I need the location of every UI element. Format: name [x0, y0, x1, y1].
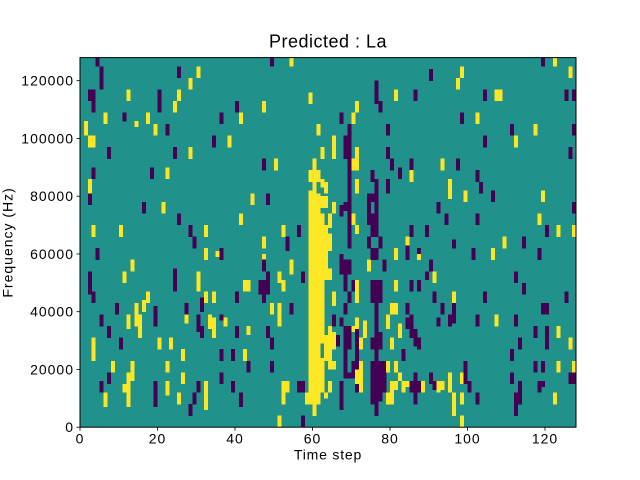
svg-text:0: 0: [65, 419, 74, 435]
svg-text:100000: 100000: [21, 130, 74, 146]
svg-text:20: 20: [149, 431, 167, 447]
svg-text:40000: 40000: [30, 304, 74, 320]
svg-text:100: 100: [454, 431, 480, 447]
svg-text:120: 120: [532, 431, 558, 447]
svg-text:0: 0: [76, 431, 85, 447]
svg-text:Time step: Time step: [294, 447, 362, 463]
svg-text:120000: 120000: [21, 73, 74, 89]
svg-text:60000: 60000: [30, 246, 74, 262]
svg-text:Predicted : La: Predicted : La: [269, 32, 388, 52]
svg-text:80000: 80000: [30, 188, 74, 204]
svg-text:Frequency (Hz): Frequency (Hz): [0, 187, 16, 297]
svg-text:20000: 20000: [30, 361, 74, 377]
svg-text:60: 60: [304, 431, 322, 447]
svg-text:40: 40: [226, 431, 244, 447]
svg-text:80: 80: [381, 431, 399, 447]
